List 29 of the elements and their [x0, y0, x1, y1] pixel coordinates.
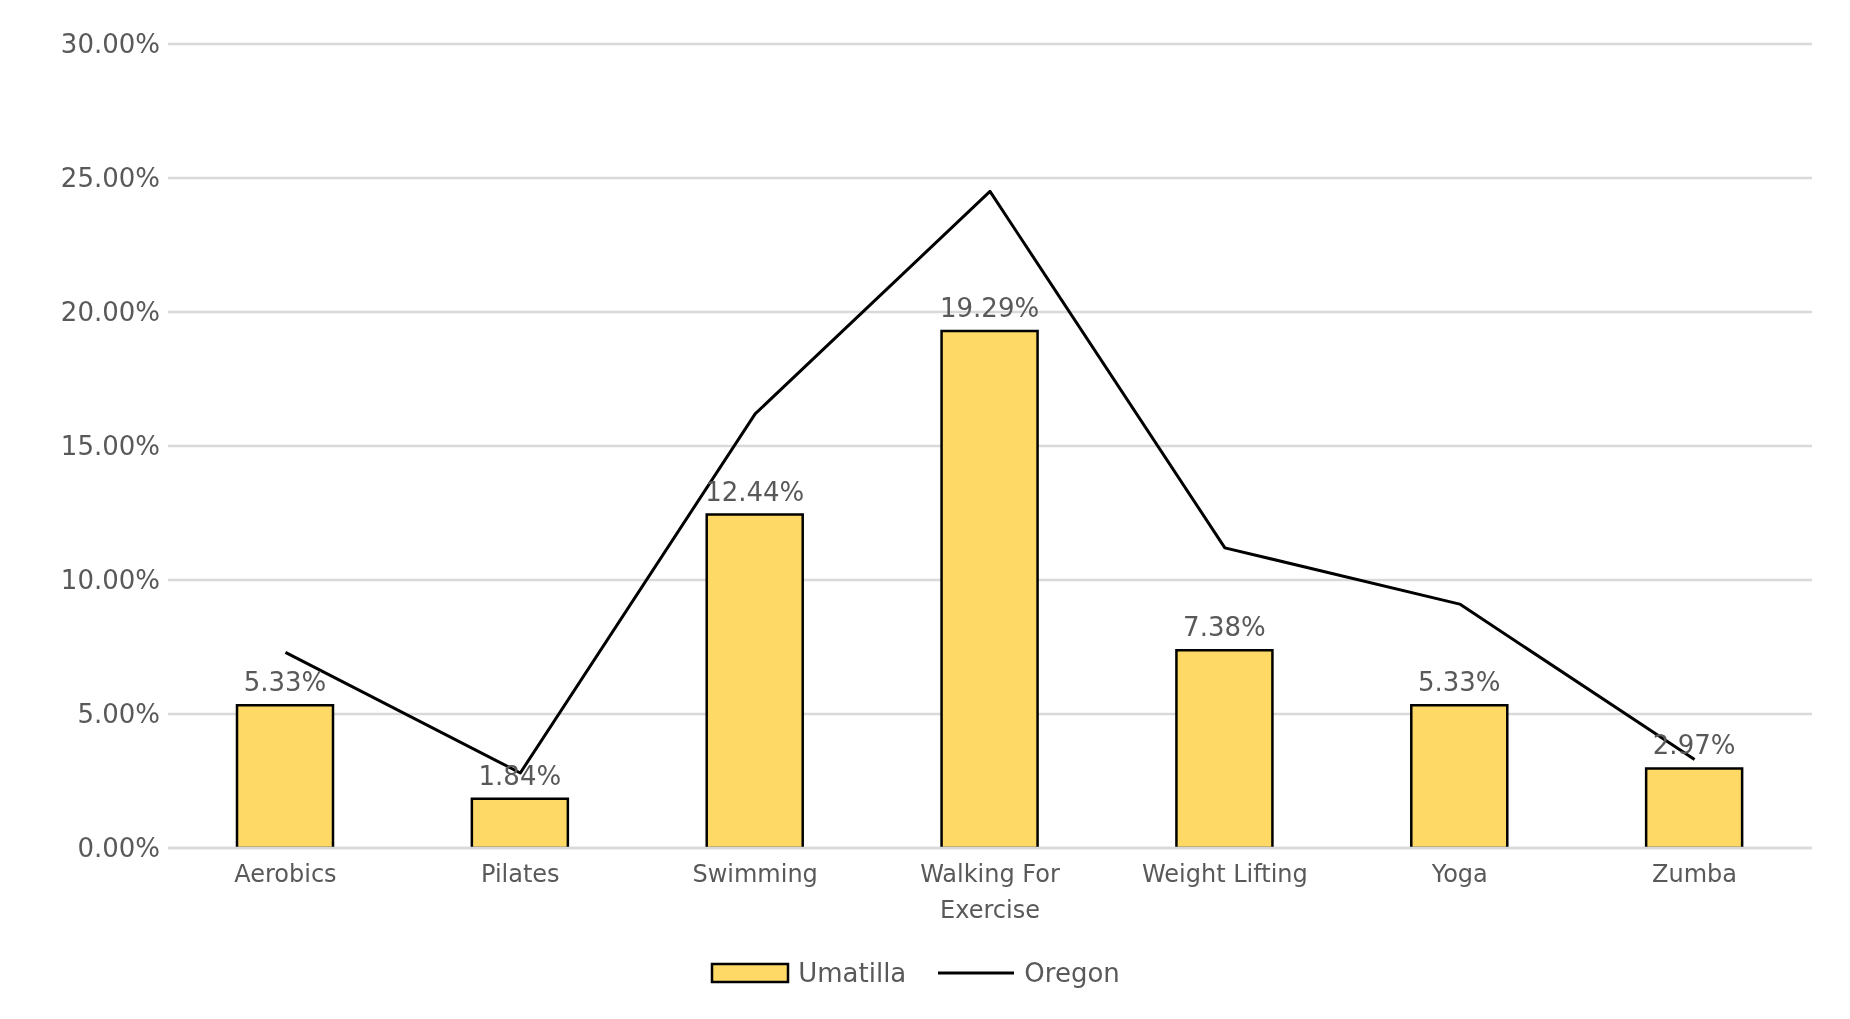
bar [940, 329, 1039, 848]
data-label: 5.33% [243, 667, 327, 698]
y-tick-label: 25.00% [60, 163, 160, 194]
y-tick-label: 15.00% [60, 431, 160, 462]
legend-label: Oregon [1024, 958, 1120, 988]
bar [470, 797, 570, 848]
data-label: 19.29% [940, 293, 1040, 324]
y-tick-label: 0.00% [77, 833, 160, 864]
y-tick-label: 30.00% [60, 29, 160, 60]
x-tick-label: Aerobics [234, 860, 337, 888]
legend-label: Umatilla [798, 958, 907, 988]
data-label: 12.44% [705, 476, 805, 507]
y-tick-label: 5.00% [77, 699, 160, 730]
bar [1644, 767, 1744, 848]
x-tick-label: Yoga [1430, 860, 1488, 888]
data-label: 1.84% [478, 760, 562, 791]
bar [235, 703, 335, 848]
x-tick-label: Swimming [692, 860, 818, 888]
x-tick-label: Weight Lifting [1141, 860, 1308, 888]
bar [1175, 648, 1274, 848]
x-tick-label: Zumba [1652, 860, 1738, 888]
y-tick-label: 20.00% [60, 297, 160, 328]
data-label: 5.33% [1417, 667, 1501, 698]
bar [705, 513, 804, 848]
y-tick-label: 10.00% [60, 565, 160, 596]
x-tick-label: Pilates [480, 860, 560, 888]
x-tick-label: Walking For Exercise [920, 860, 1060, 924]
data-label: 7.38% [1183, 612, 1266, 643]
bar [1410, 703, 1509, 848]
